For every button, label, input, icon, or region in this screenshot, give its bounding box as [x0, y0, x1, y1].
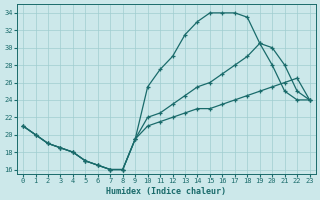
- X-axis label: Humidex (Indice chaleur): Humidex (Indice chaleur): [106, 187, 226, 196]
